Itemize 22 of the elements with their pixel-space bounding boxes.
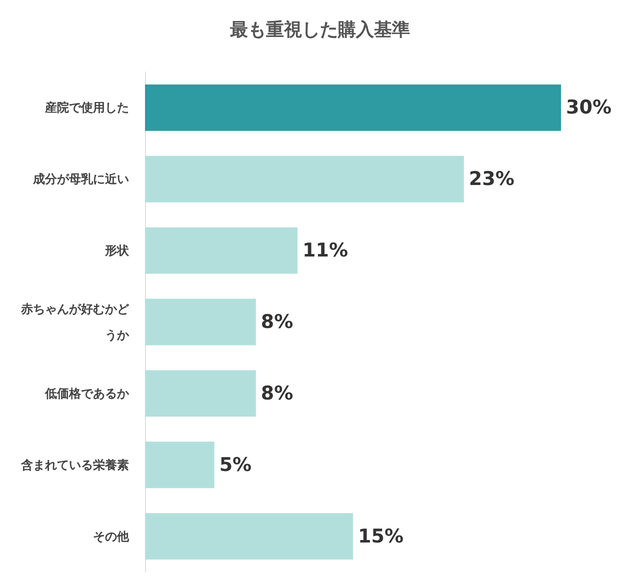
data-label: 8% xyxy=(260,382,294,404)
bar xyxy=(145,442,214,488)
data-label: 23% xyxy=(468,168,514,190)
bar xyxy=(145,298,256,346)
data-label: 15% xyxy=(358,525,404,548)
bar xyxy=(145,513,353,560)
y-tick-label: 産院で使用した xyxy=(44,100,129,115)
bar xyxy=(145,156,464,202)
bar xyxy=(145,84,561,131)
y-tick-label: 成分が母乳に近い xyxy=(32,172,129,186)
data-label: 5% xyxy=(219,454,252,476)
y-tick-label: 低価格であるか xyxy=(44,386,130,400)
bar xyxy=(145,227,298,274)
chart-title: 最も重視した購入基準 xyxy=(229,20,410,40)
data-label: 8% xyxy=(260,311,294,333)
data-label: 11% xyxy=(302,240,348,262)
data-label: 30% xyxy=(566,96,612,119)
y-tick-label: 含まれている栄養素 xyxy=(20,458,129,472)
y-tick-label: 形状 xyxy=(104,244,130,258)
y-tick-label: その他 xyxy=(93,529,130,544)
bar xyxy=(145,370,256,417)
y-tick-label: 赤ちゃんが好むかどうか xyxy=(20,302,130,342)
